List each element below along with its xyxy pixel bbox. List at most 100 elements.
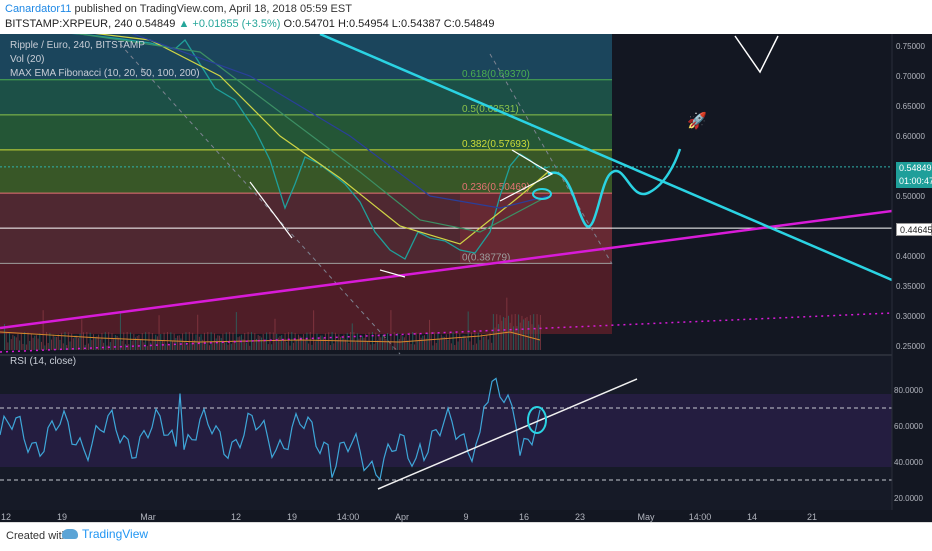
volume-bar [34, 335, 36, 350]
volume-bar [140, 338, 142, 350]
volume-bar [249, 345, 251, 350]
time-tick: 19 [287, 512, 297, 522]
volume-bar [440, 334, 442, 350]
volume-bar [380, 337, 382, 350]
volume-bar [146, 345, 148, 350]
volume-bar [86, 332, 88, 350]
volume-bar [303, 334, 305, 350]
volume-bar [442, 336, 444, 350]
volume-bar [298, 334, 299, 350]
volume-bar [220, 337, 222, 350]
volume-bar [329, 345, 331, 350]
author-link[interactable]: Canardator11 [5, 3, 72, 15]
tradingview-logo[interactable]: TradingView [62, 527, 148, 541]
volume-bar [272, 332, 274, 350]
rsi-tick: 80.0000 [894, 386, 923, 395]
volume-bar [296, 339, 298, 350]
fib-label-0: 0.618(0.69370) [462, 69, 530, 80]
volume-bar [79, 333, 81, 350]
volume-bar [235, 312, 237, 350]
volume-bar [37, 338, 39, 350]
rsi-legend: RSI (14, close) [10, 356, 77, 367]
dashed-channel-upper [489, 53, 613, 265]
volume-bar [276, 333, 278, 350]
volume-bar [257, 334, 259, 350]
volume-bar [477, 332, 479, 350]
volume-ma-line [0, 331, 541, 343]
volume-bar [361, 335, 363, 350]
volume-bar [365, 333, 367, 350]
volume-bar [403, 337, 405, 350]
volume-bar [178, 335, 180, 350]
countdown-tag: 01:00:47 [896, 175, 932, 188]
volume-bar [328, 332, 330, 350]
volume-bar [437, 332, 439, 350]
volume-bar [5, 332, 7, 350]
volume-bar [84, 344, 86, 350]
volume-bar [402, 336, 404, 350]
volume-bar [454, 345, 456, 350]
volume-bar [294, 332, 296, 350]
volume-bar [106, 345, 108, 350]
volume-bar [313, 310, 315, 350]
volume-bar [472, 344, 474, 350]
time-tick: 14:00 [689, 512, 712, 522]
volume-bar [334, 332, 336, 350]
volume-bar [261, 337, 263, 350]
time-tick: 19 [57, 512, 67, 522]
volume-bar [42, 310, 44, 350]
time-tick: 14:00 [337, 512, 360, 522]
created-with-label: Created with [6, 530, 68, 542]
volume-bar [430, 332, 432, 350]
volume-bar [212, 341, 214, 350]
level-tag: 0.44645 [896, 223, 932, 236]
volume-bar [393, 332, 395, 350]
volume-bar [538, 324, 540, 350]
volume-bar [51, 339, 53, 350]
volume-bar [449, 332, 451, 350]
volume-bar [46, 332, 47, 350]
volume-bar [385, 339, 387, 350]
volume-bar [476, 343, 478, 350]
volume-bar [114, 335, 116, 350]
volume-bar [292, 342, 294, 350]
pane-title: Ripple / Euro, 240, BITSTAMP [10, 40, 145, 51]
time-tick: Apr [395, 512, 409, 522]
volume-bar [383, 334, 385, 350]
volume-bar [450, 343, 452, 350]
volume-bar [424, 335, 425, 350]
fib-label-3: 0.236(0.50469) [462, 182, 530, 193]
volume-bar [338, 334, 340, 350]
volume-bar [240, 334, 242, 350]
volume-bar [96, 336, 98, 350]
volume-bar [124, 344, 126, 350]
volume-bar [289, 345, 291, 350]
volume-bar [494, 327, 496, 350]
volume-bar [163, 332, 165, 350]
volume-bar [425, 338, 427, 350]
price-tick: 0.25000 [896, 342, 925, 351]
chart-canvas[interactable]: 0.618(0.69370) 0.5(0.63531) 0.382(0.57693)… [0, 34, 932, 522]
published-text: published on TradingView.com, April 18, … [71, 3, 352, 15]
price-tick: 0.70000 [896, 72, 925, 81]
volume-bar [151, 332, 153, 350]
ema-line-0 [94, 34, 549, 245]
symbol-info: BITSTAMP:XRPEUR, 240 0.54849 ▲ +0.01855 … [5, 18, 495, 30]
volume-bar [7, 342, 9, 350]
magenta-trendline [0, 209, 893, 330]
volume-bar [103, 342, 105, 350]
chart-area[interactable]: 0.618(0.69370) 0.5(0.63531) 0.382(0.57693)… [0, 34, 932, 522]
volume-bar [183, 341, 185, 350]
rocket-icon: 🚀 [687, 111, 707, 130]
volume-bar [237, 337, 239, 350]
volume-bar [12, 334, 14, 350]
volume-bar [136, 336, 138, 350]
rsi-tick: 60.0000 [894, 422, 923, 431]
volume-bar [326, 341, 328, 350]
rsi-tick: 40.0000 [894, 458, 923, 467]
volume-bar [101, 332, 103, 350]
volume-bar [207, 332, 209, 350]
volume-bar [15, 337, 17, 350]
ema-line-2 [131, 34, 549, 209]
volume-bar [533, 314, 535, 350]
